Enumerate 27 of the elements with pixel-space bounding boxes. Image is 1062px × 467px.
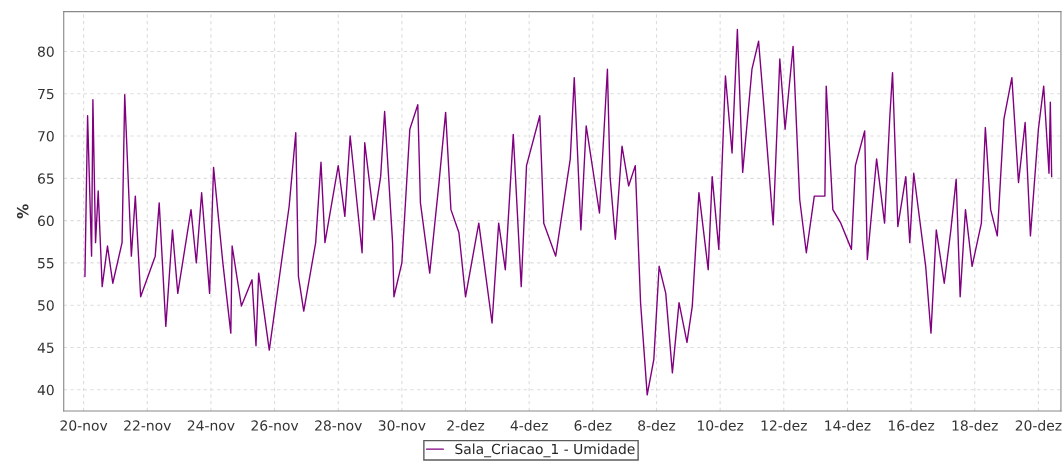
x-tick-label: 22-nov [124, 420, 171, 431]
y-tick-label: 50 [38, 300, 54, 311]
x-tick-label: 20-nov [60, 420, 108, 431]
y-tick-label: 40 [37, 384, 54, 396]
legend-label: Sala_Criacao_1 - Umidade [455, 443, 635, 458]
x-tick-label: 10-dez [697, 419, 744, 431]
x-tick-label: 26-nov [251, 420, 299, 431]
x-tick-label: 18-dez [952, 419, 998, 431]
x-tick-label: 28-nov [315, 420, 362, 431]
x-tick-label: 2-dez [447, 419, 485, 431]
y-tick-label: 75 [38, 88, 54, 100]
x-tick-label: 14-dez [825, 419, 871, 431]
x-tick-label: 24-nov [187, 420, 235, 431]
y-tick-label: 45 [37, 342, 54, 353]
x-tick-label: 16-dez [888, 419, 935, 431]
x-tick-label: 12-dez [761, 419, 807, 431]
x-tick-label: 30-nov [378, 420, 426, 431]
x-tick-label: 20-dez [1015, 419, 1062, 431]
y-tick-label: 70 [38, 131, 54, 142]
x-tick-label: 4-dez [510, 419, 548, 431]
y-tick-label: 80 [37, 46, 54, 57]
y-tick-label: 65 [37, 173, 54, 184]
x-tick-label: 6-dez [574, 419, 612, 431]
y-tick-label: 55 [38, 258, 54, 269]
y-axis-title: % [16, 204, 29, 219]
y-tick-label: 60 [37, 215, 54, 227]
x-tick-label: 8-dez [638, 419, 676, 431]
